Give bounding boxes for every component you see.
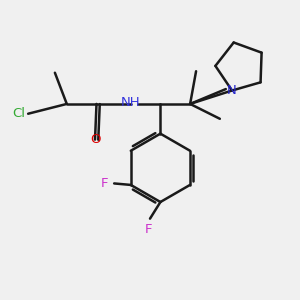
Text: F: F: [145, 223, 152, 236]
Text: NH: NH: [121, 96, 140, 109]
Text: N: N: [227, 84, 237, 97]
Text: F: F: [101, 177, 109, 190]
Text: Cl: Cl: [12, 107, 25, 120]
Text: O: O: [90, 133, 100, 146]
